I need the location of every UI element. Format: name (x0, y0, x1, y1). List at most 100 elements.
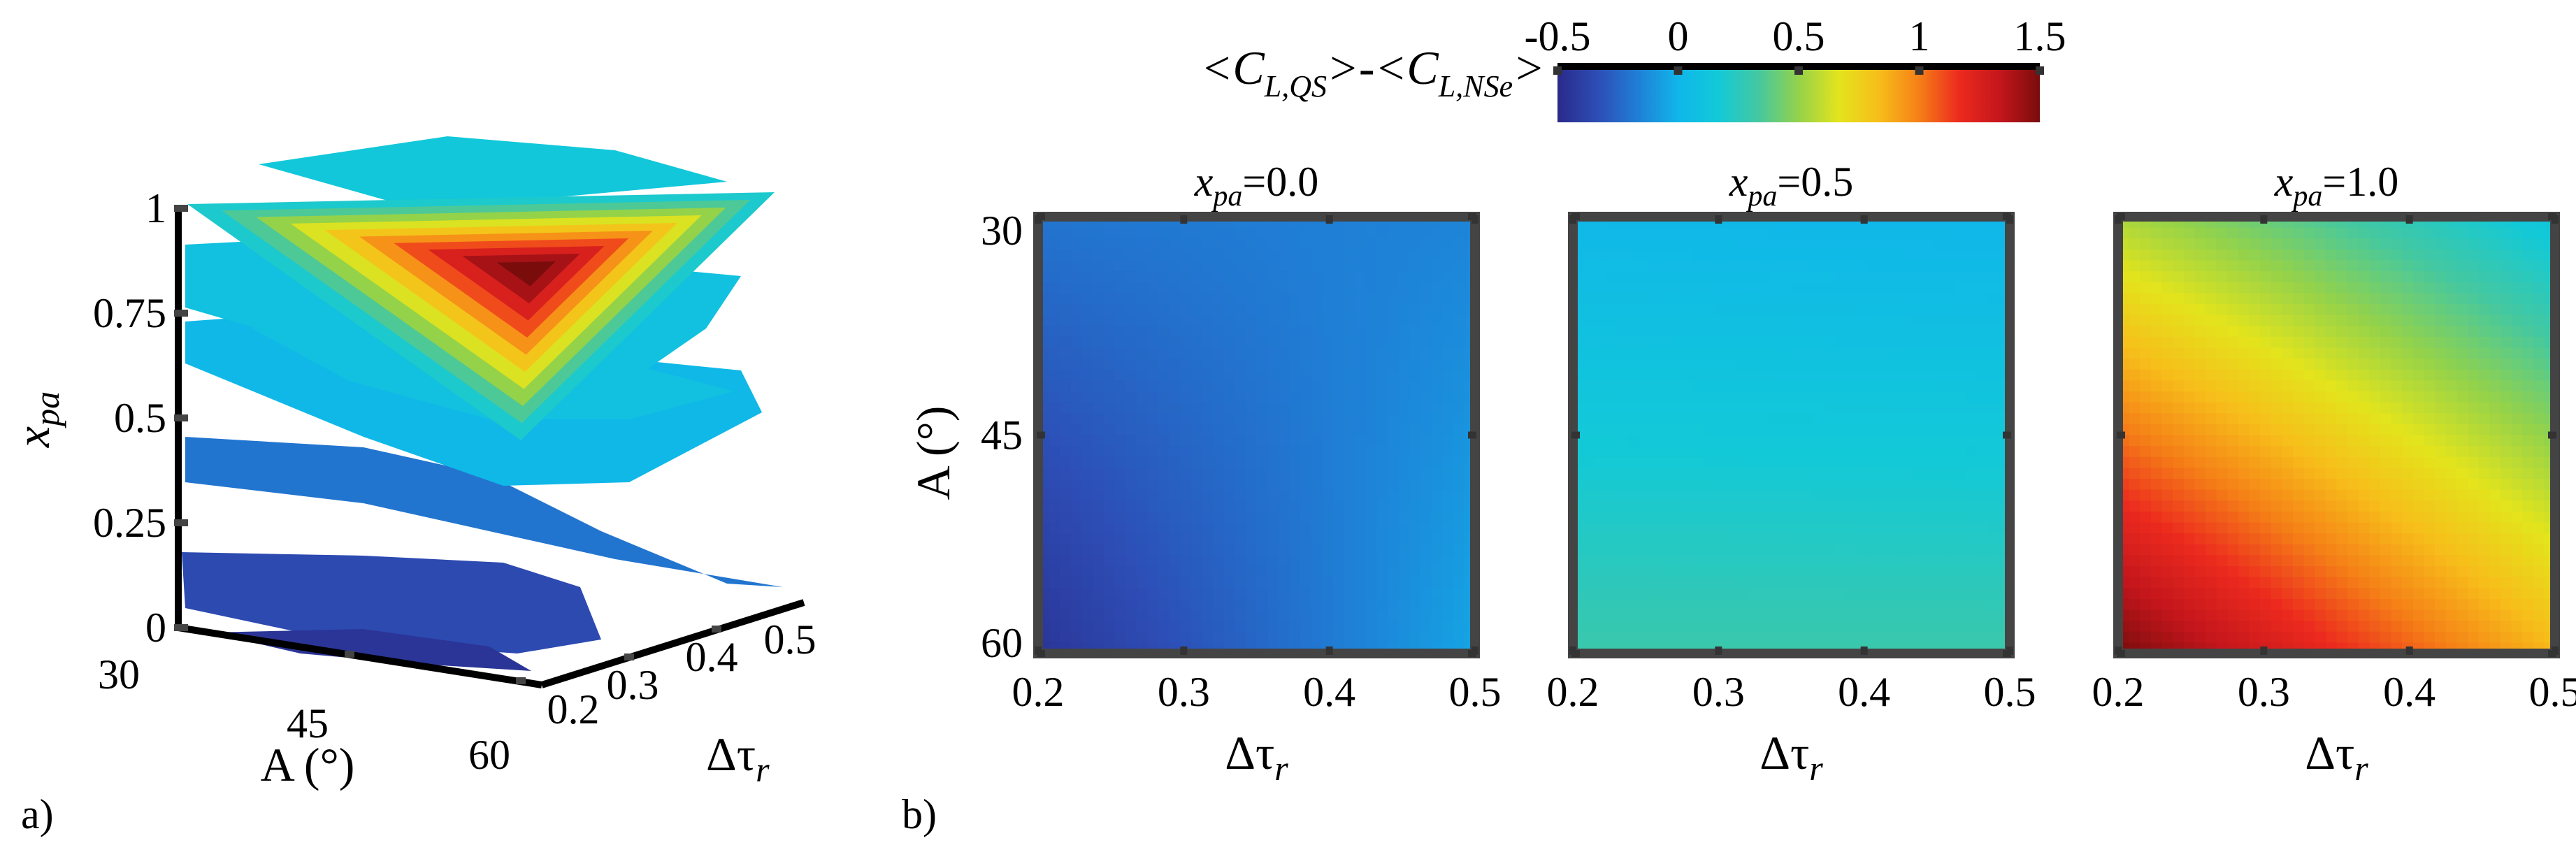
heatmap-cell (1049, 479, 1060, 491)
heatmap-cell (2358, 424, 2370, 436)
heatmap-cell (1780, 577, 1792, 588)
heatmap-cell (1431, 282, 1443, 294)
heatmap-cell (1878, 555, 1890, 567)
heatmap-cell (1388, 260, 1399, 272)
heatmap-cell (2194, 588, 2206, 600)
heatmap-cell (1060, 598, 1072, 611)
heatmap-cell (2303, 424, 2315, 436)
heatmap-cell (1769, 522, 1781, 534)
heatmap-cell (1966, 555, 1978, 567)
heatmap-cell (1704, 468, 1715, 479)
heatmap-cell (2129, 588, 2140, 600)
heatmap-cell (2511, 369, 2523, 382)
heatmap-cell (1944, 424, 1956, 436)
heatmap-cell (1344, 369, 1355, 382)
heatmap-cell (2533, 468, 2545, 479)
heatmap-cell (2369, 566, 2381, 578)
heatmap-cell (2325, 336, 2338, 349)
heatmap-cell (1213, 631, 1225, 644)
heatmap-cell (2206, 260, 2217, 272)
heatmap-cell (2445, 522, 2458, 534)
heatmap-cell (1081, 522, 1093, 534)
contour-band (496, 261, 556, 287)
heatmap-cell (1780, 479, 1792, 491)
heatmap-cell (2456, 577, 2468, 588)
heatmap-cell (2260, 315, 2272, 326)
heatmap-cell (1900, 326, 1913, 338)
heatmap-cell (2369, 238, 2381, 250)
heatmap-cell (2369, 555, 2381, 567)
heatmap-cell (1322, 238, 1334, 250)
heatmap-cell (2150, 435, 2163, 447)
heatmap-cell (1867, 391, 1880, 403)
heatmap-cell (2293, 380, 2305, 392)
heatmap-cell (2249, 577, 2261, 588)
heatmap-cell (1376, 402, 1388, 414)
heatmap-cell (1780, 446, 1792, 458)
heatmap-cell (1867, 544, 1880, 556)
heatmap-cell (2511, 336, 2523, 349)
heatmap-cell (2511, 260, 2523, 272)
heatmap-cell (2315, 402, 2326, 414)
heatmap-cell (1190, 413, 1203, 425)
heatmap-cell (2478, 468, 2490, 479)
layer-z1-back (259, 136, 727, 210)
heatmap-cell (2183, 522, 2196, 534)
heatmap-cell (1704, 359, 1715, 370)
heatmap-cell (2183, 249, 2196, 261)
heatmap-cell (1453, 413, 1465, 425)
heatmap-cell (1442, 282, 1454, 294)
heatmap-cell (2478, 347, 2490, 359)
heatmap-cell (1093, 293, 1104, 305)
heatmap-cell (1671, 500, 1683, 512)
heatmap-cell (1802, 249, 1814, 261)
heatmap-cell (1169, 282, 1181, 294)
colorbar-tick-mark (1553, 66, 1562, 75)
z-ticks: 00.250.50.751 (93, 185, 188, 651)
heatmap-cell (1911, 282, 1923, 294)
heatmap-cell (1136, 489, 1148, 501)
heatmap-cell (1649, 424, 1661, 436)
heatmap-cell (2227, 336, 2239, 349)
heatmap-cell (1289, 391, 1301, 403)
heatmap-cell (2315, 315, 2326, 326)
heatmap-cell (1300, 511, 1312, 523)
heatmap-cell (1223, 598, 1235, 611)
heatmap-cell (2173, 413, 2185, 425)
heatmap-cell (1147, 413, 1159, 425)
heatmap-cell (1278, 282, 1290, 294)
heatmap-cell (2533, 544, 2545, 556)
heatmap-cell (1289, 588, 1301, 600)
heatmap-cell (2511, 468, 2523, 479)
heatmap-cell (1060, 260, 1072, 272)
heatmap-cell (1955, 522, 1967, 534)
heatmap-cell (1365, 238, 1378, 250)
heatmap-cell (1409, 489, 1421, 501)
heatmap-cell (2435, 577, 2447, 588)
heatmap-cell (1704, 479, 1715, 491)
heatmap-cell (1322, 621, 1334, 633)
heatmap-cell (2282, 435, 2294, 447)
heatmap-cell (1900, 609, 1913, 621)
heatmap-cell (1890, 238, 1901, 250)
heatmap-cell (2358, 588, 2370, 600)
heatmap-cell (1758, 609, 1770, 621)
heatmap-cell (1431, 424, 1443, 436)
heatmap-cell (2358, 435, 2370, 447)
heatmap-cell (1671, 566, 1683, 578)
heatmap-cell (1049, 577, 1060, 588)
heatmap-cell (1245, 282, 1258, 294)
heatmap-cell (2293, 631, 2305, 644)
heatmap-cell (1944, 479, 1956, 491)
heatmap-cell (2238, 249, 2250, 261)
heatmap-cell (1289, 402, 1301, 414)
heatmap-cell (1431, 293, 1443, 305)
heatmap-cell (2140, 598, 2152, 611)
heatmap-cell (1202, 413, 1214, 425)
heatmap-cell (1583, 522, 1595, 534)
heatmap-cell (1987, 413, 2000, 425)
heatmap-cell (2511, 249, 2523, 261)
heatmap-cell (2445, 391, 2458, 403)
heatmap-cell (2303, 326, 2315, 338)
heatmap-cell (1725, 500, 1738, 512)
